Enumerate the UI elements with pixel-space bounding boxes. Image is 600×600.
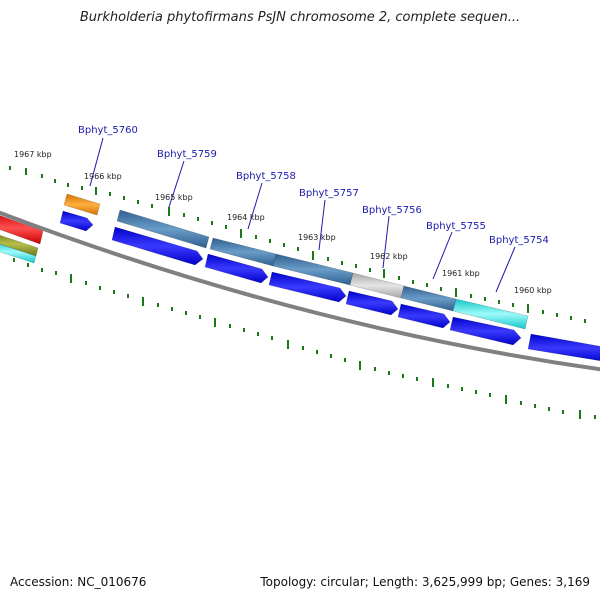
gene-label[interactable]: Bphyt_5759 bbox=[157, 149, 217, 160]
cds-arrow bbox=[345, 290, 399, 316]
kbp-label: 1964 kbp bbox=[227, 213, 265, 222]
cds-track-forward bbox=[59, 210, 600, 362]
kbp-label: 1965 kbp bbox=[155, 193, 193, 202]
feature-red bbox=[0, 215, 44, 245]
kbp-label: 1967 kbp bbox=[14, 150, 52, 159]
cds-arrow bbox=[59, 210, 94, 232]
kbp-label: 1962 kbp bbox=[370, 252, 408, 261]
topology-summary: Topology: circular; Length: 3,625,999 bp… bbox=[260, 575, 590, 589]
cds-arrow bbox=[268, 271, 347, 303]
feature-track-upper bbox=[0, 193, 529, 330]
gene-label[interactable]: Bphyt_5756 bbox=[362, 205, 422, 216]
kbp-label: 1960 kbp bbox=[514, 286, 552, 295]
cds-arrow bbox=[397, 303, 451, 329]
cds-arrow bbox=[449, 316, 522, 346]
cds-arrow bbox=[111, 226, 204, 266]
feature-orange bbox=[63, 193, 101, 216]
cds-arrow bbox=[204, 253, 269, 284]
gene-label[interactable]: Bphyt_5755 bbox=[426, 221, 486, 232]
outer-tick-ring bbox=[9, 166, 586, 323]
feature-blue-1 bbox=[116, 209, 210, 249]
cds-arrow bbox=[527, 333, 600, 362]
kbp-label: 1963 kbp bbox=[298, 233, 336, 242]
gene-label[interactable]: Bphyt_5758 bbox=[236, 171, 296, 182]
kbp-label: 1966 kbp bbox=[84, 172, 122, 181]
chromosome-backbone bbox=[0, 210, 600, 372]
kbp-labels: 1967 kbp 1966 kbp 1965 kbp 1964 kbp 1963… bbox=[14, 150, 552, 295]
inner-tick-ring bbox=[13, 258, 596, 419]
gene-labels: Bphyt_5760 Bphyt_5759 Bphyt_5758 Bphyt_5… bbox=[78, 125, 549, 246]
gene-label[interactable]: Bphyt_5757 bbox=[299, 188, 359, 199]
gene-label[interactable]: Bphyt_5760 bbox=[78, 125, 138, 136]
map-title: Burkholderia phytofirmans PsJN chromosom… bbox=[79, 10, 521, 25]
kbp-label: 1961 kbp bbox=[442, 269, 480, 278]
feature-cyan-left bbox=[0, 243, 37, 264]
gene-label[interactable]: Bphyt_5754 bbox=[489, 235, 549, 246]
accession-label: Accession: NC_010676 bbox=[10, 575, 147, 589]
feature-cyan bbox=[452, 298, 529, 330]
gene-label-leaders bbox=[89, 137, 516, 293]
